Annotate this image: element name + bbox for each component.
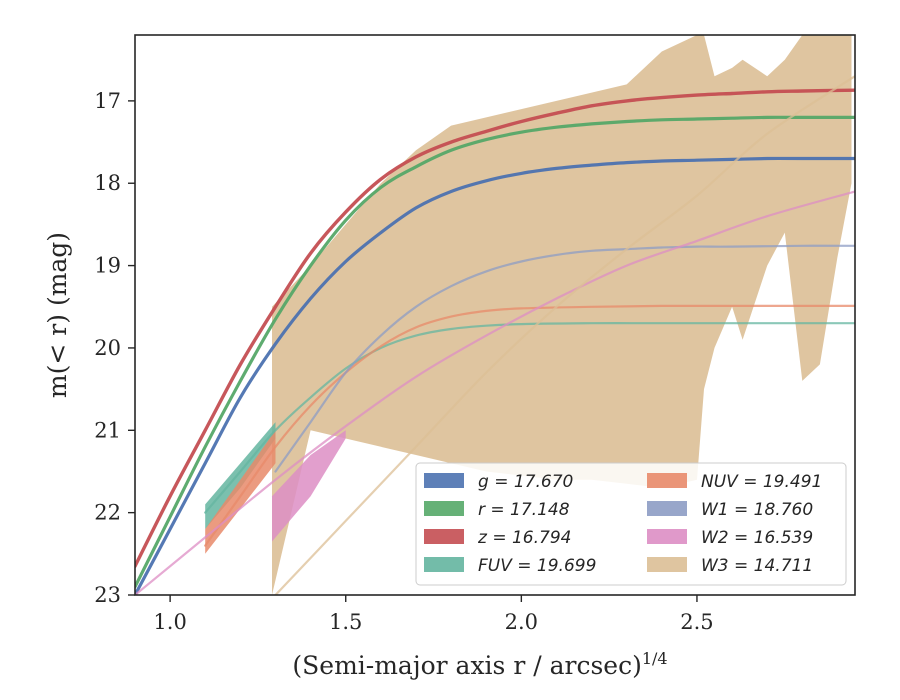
x-axis-label: (Semi-major axis r / arcsec)1/4 (292, 649, 667, 680)
y-tick-label: 22 (94, 501, 121, 525)
legend-label-w3: W3 = 14.711 (701, 556, 813, 576)
legend-label-w1: W1 = 18.760 (701, 500, 813, 520)
y-tick-label: 19 (94, 254, 121, 278)
x-ticks: 1.0 1.5 2.0 2.5 (153, 595, 714, 634)
legend-label-r: r = 17.148 (478, 500, 570, 520)
x-tick-label: 1.0 (153, 610, 186, 634)
legend-swatch-w2 (647, 529, 687, 544)
legend-swatch-w1 (647, 501, 687, 516)
x-axis-label-text: (Semi-major axis r / arcsec) (292, 651, 641, 680)
series-lines (135, 75, 855, 595)
series-line-w2 (135, 190, 855, 595)
legend-frame (415, 462, 847, 586)
series-line-z (135, 88, 855, 568)
x-tick-label: 1.5 (329, 610, 362, 634)
series-line-fuv (204, 322, 855, 514)
x-tick-label: 2.5 (680, 610, 713, 634)
legend-swatch-g (424, 473, 464, 488)
series-line-g (135, 156, 855, 595)
x-axis-label-exponent: 1/4 (642, 649, 668, 668)
band-w3 (272, 35, 852, 595)
series-line-w1 (274, 244, 855, 473)
y-tick-label: 23 (94, 583, 121, 607)
legend-swatch-w3 (647, 557, 687, 572)
y-tick-label: 21 (94, 418, 121, 442)
legend-swatch-fuv (424, 557, 464, 572)
legend: g = 17.670 r = 17.148 z = 16.794 FUV = 19.6… (415, 462, 847, 586)
y-ticks: 17 18 19 20 21 22 23 (94, 89, 135, 607)
legend-label-nuv: NUV = 19.491 (701, 472, 822, 492)
legend-swatch-r (424, 501, 464, 516)
legend-swatch-z (424, 529, 464, 544)
y-tick-label: 17 (94, 89, 121, 113)
plot-frame (134, 34, 856, 596)
series-line-nuv (204, 304, 855, 547)
series-line-w3 (274, 75, 855, 595)
legend-swatch-nuv (647, 473, 687, 488)
y-tick-label: 18 (94, 171, 121, 195)
legend-label-z: z = 16.794 (477, 528, 571, 548)
legend-label-w2: W2 = 16.539 (701, 528, 813, 548)
legend-label-g: g = 17.670 (478, 472, 573, 492)
legend-label-fuv: FUV = 19.699 (478, 556, 596, 576)
band-w2 (272, 430, 346, 542)
y-tick-label: 20 (94, 336, 121, 360)
series-line-r (135, 115, 855, 589)
y-axis-label: m(< r) (mag) (43, 232, 72, 398)
x-tick-label: 2.0 (505, 610, 538, 634)
